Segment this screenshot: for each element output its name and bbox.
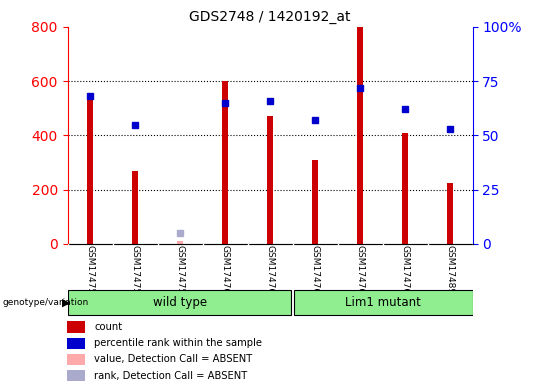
Text: value, Detection Call = ABSENT: value, Detection Call = ABSENT bbox=[94, 354, 252, 364]
Bar bbox=[132, 170, 138, 244]
Text: GSM174757: GSM174757 bbox=[85, 245, 94, 300]
Text: GSM174760: GSM174760 bbox=[220, 245, 230, 300]
Text: GSM174762: GSM174762 bbox=[310, 245, 320, 300]
Bar bbox=[356, 27, 363, 244]
Bar bbox=[447, 183, 454, 244]
Title: GDS2748 / 1420192_at: GDS2748 / 1420192_at bbox=[189, 10, 351, 25]
Bar bbox=[267, 116, 273, 244]
Text: rank, Detection Call = ABSENT: rank, Detection Call = ABSENT bbox=[94, 371, 247, 381]
Text: GSM174758: GSM174758 bbox=[131, 245, 139, 300]
Text: wild type: wild type bbox=[153, 296, 207, 309]
Text: GSM174759: GSM174759 bbox=[176, 245, 185, 300]
Text: ▶: ▶ bbox=[62, 298, 71, 308]
Bar bbox=[67, 338, 85, 349]
Bar bbox=[67, 370, 85, 381]
Bar bbox=[312, 160, 319, 244]
Text: GSM174763: GSM174763 bbox=[355, 245, 364, 300]
Text: count: count bbox=[94, 322, 122, 332]
Text: GSM174761: GSM174761 bbox=[266, 245, 274, 300]
Text: GSM174891: GSM174891 bbox=[446, 245, 455, 300]
Bar bbox=[294, 290, 472, 315]
Text: percentile rank within the sample: percentile rank within the sample bbox=[94, 338, 262, 348]
Text: Lim1 mutant: Lim1 mutant bbox=[345, 296, 421, 309]
Text: GSM174764: GSM174764 bbox=[401, 245, 409, 300]
Bar bbox=[67, 321, 85, 333]
Bar bbox=[402, 132, 408, 244]
Bar bbox=[86, 98, 93, 244]
Bar bbox=[67, 354, 85, 365]
Bar bbox=[177, 241, 184, 244]
Text: genotype/variation: genotype/variation bbox=[3, 298, 89, 307]
Bar bbox=[68, 290, 291, 315]
Bar bbox=[221, 81, 228, 244]
